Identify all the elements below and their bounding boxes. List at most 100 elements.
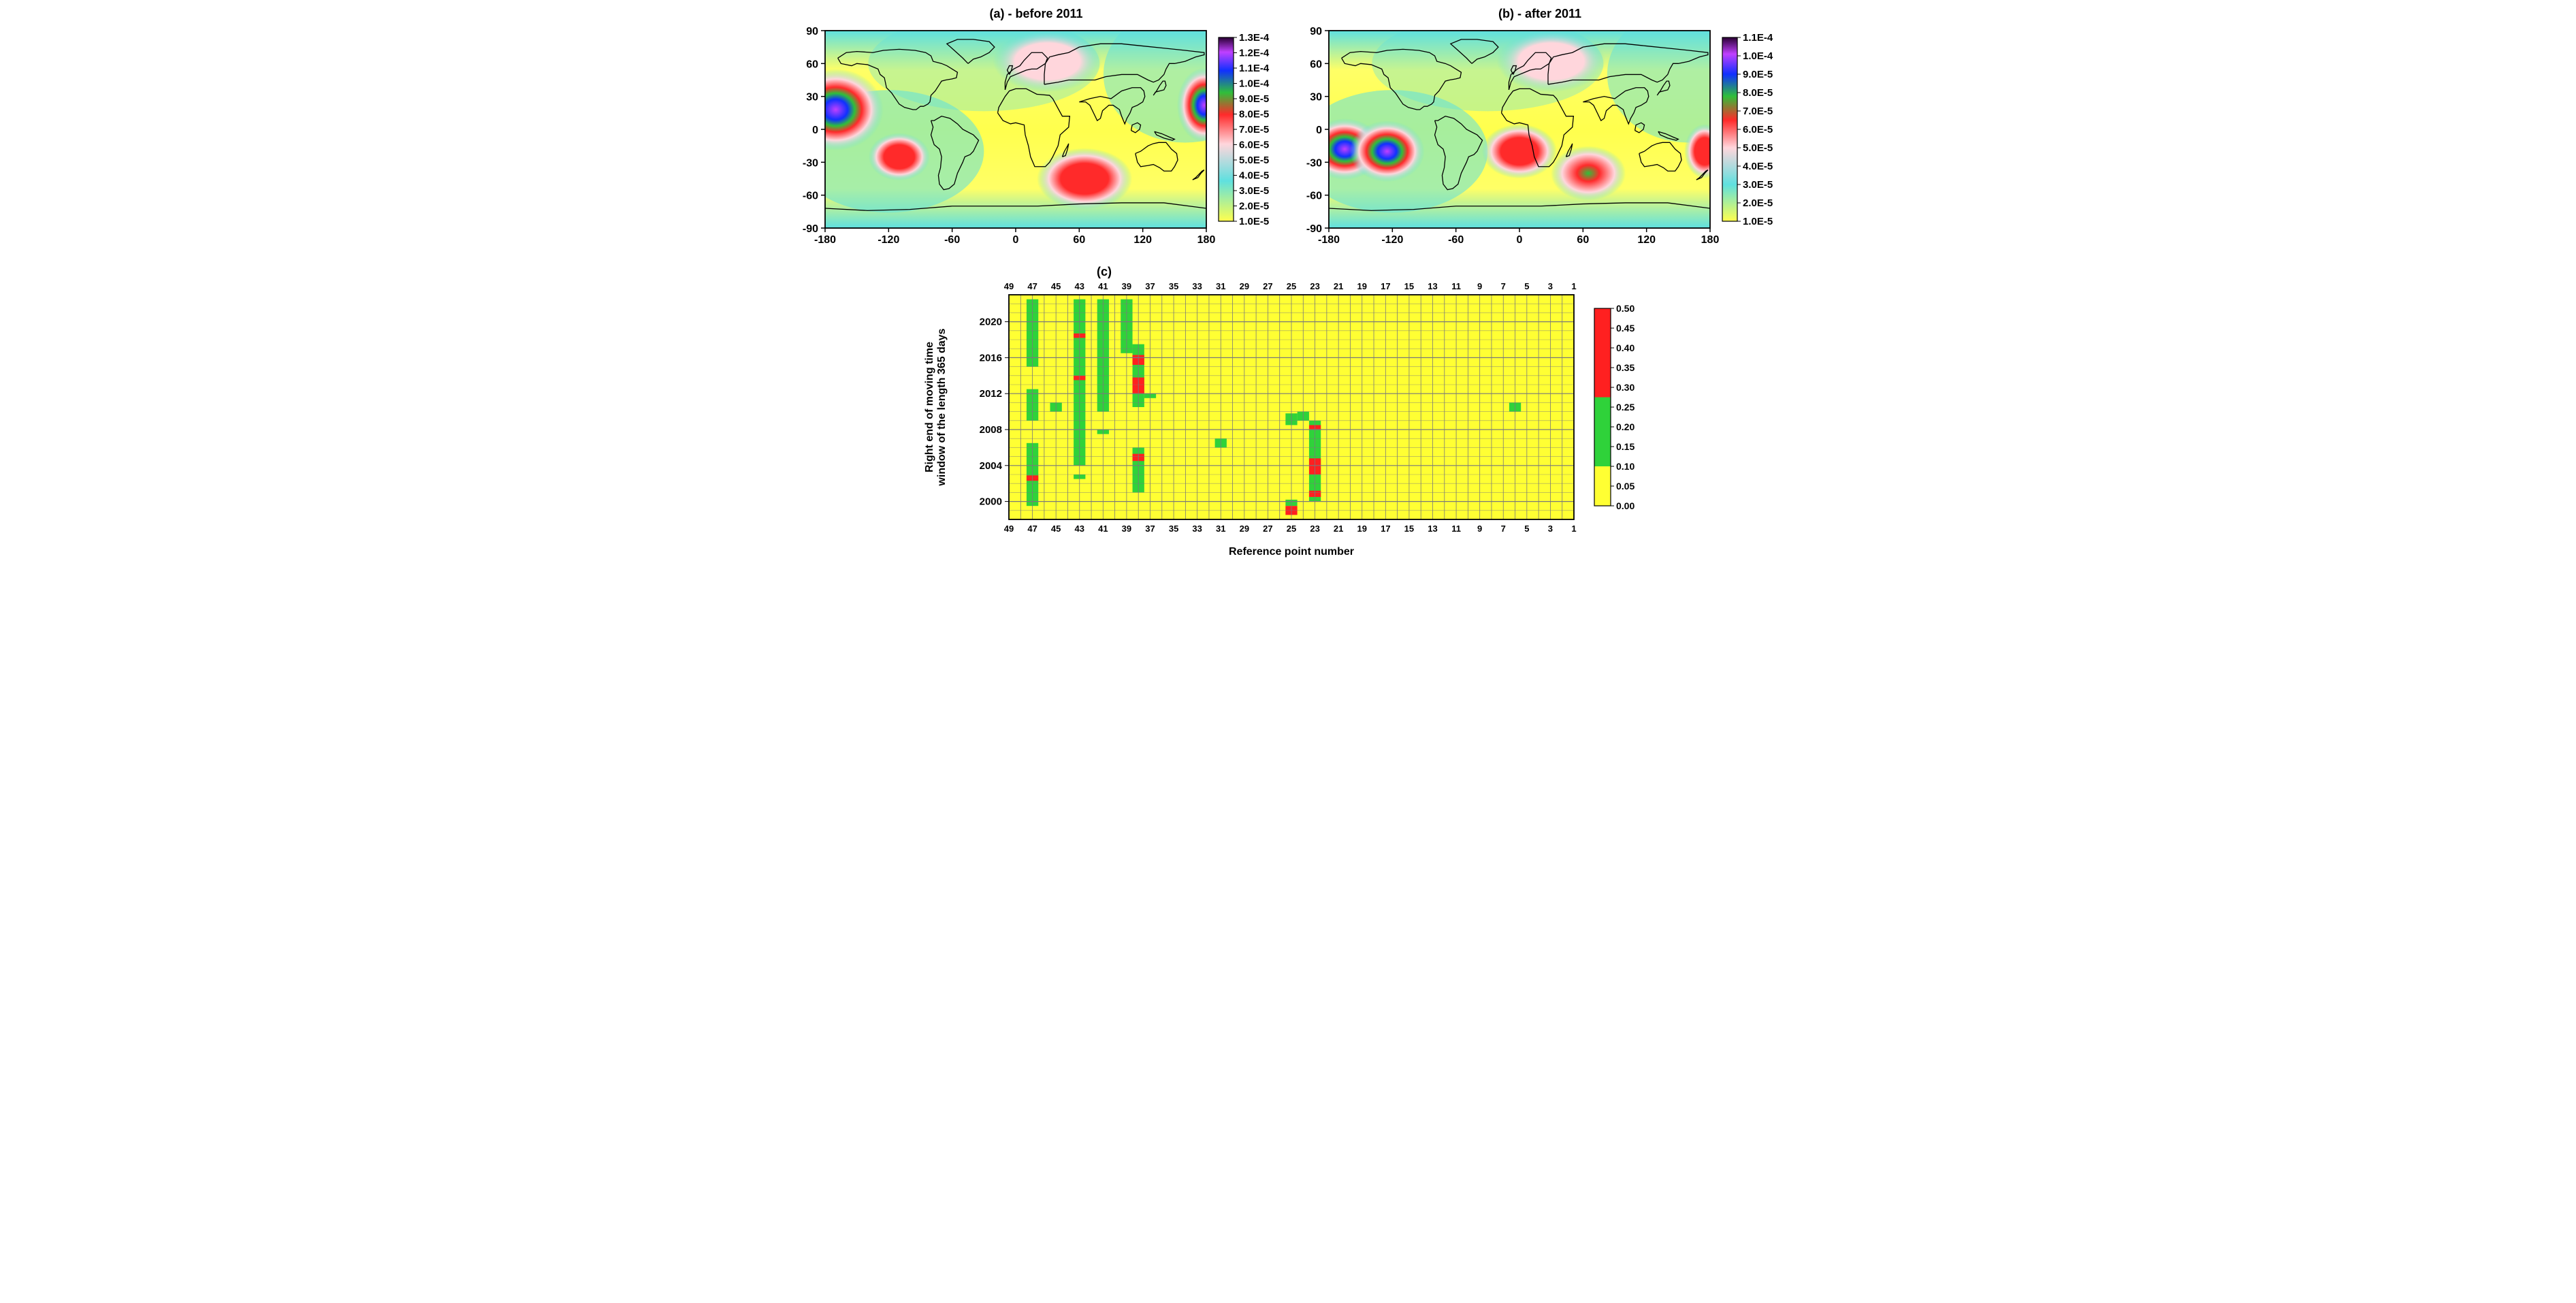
svg-text:-90: -90 <box>803 223 818 235</box>
svg-text:8.0E-5: 8.0E-5 <box>1743 87 1773 99</box>
panel-b-title: (b) - after 2011 <box>1295 7 1785 21</box>
svg-text:-120: -120 <box>878 234 899 246</box>
svg-text:-90: -90 <box>1306 223 1322 235</box>
svg-text:-180: -180 <box>814 234 836 246</box>
svg-text:0: 0 <box>1013 234 1019 246</box>
svg-text:0: 0 <box>812 125 818 136</box>
svg-text:0: 0 <box>1316 125 1322 136</box>
svg-text:21: 21 <box>1334 524 1343 534</box>
panel-b-svg: -180-120-60060120180-90-60-3003060901.1E… <box>1295 24 1785 255</box>
svg-text:0.45: 0.45 <box>1616 323 1635 334</box>
svg-text:49: 49 <box>1004 281 1014 291</box>
svg-text:15: 15 <box>1404 524 1414 534</box>
svg-text:2004: 2004 <box>980 460 1003 472</box>
svg-text:9: 9 <box>1477 281 1482 291</box>
svg-text:25: 25 <box>1287 524 1296 534</box>
svg-text:29: 29 <box>1240 281 1249 291</box>
svg-text:-60: -60 <box>1306 191 1322 202</box>
svg-text:43: 43 <box>1075 524 1084 534</box>
svg-text:0.25: 0.25 <box>1616 402 1635 413</box>
svg-text:5: 5 <box>1524 281 1529 291</box>
svg-text:2012: 2012 <box>980 388 1002 400</box>
svg-text:37: 37 <box>1145 524 1155 534</box>
svg-text:0: 0 <box>1517 234 1523 246</box>
svg-text:47: 47 <box>1027 281 1037 291</box>
svg-text:60: 60 <box>806 59 818 70</box>
svg-text:7.0E-5: 7.0E-5 <box>1743 106 1773 117</box>
svg-text:1.0E-5: 1.0E-5 <box>1239 216 1269 227</box>
svg-text:2008: 2008 <box>980 424 1002 436</box>
svg-text:25: 25 <box>1287 281 1296 291</box>
svg-text:2016: 2016 <box>980 352 1002 364</box>
svg-text:6.0E-5: 6.0E-5 <box>1239 140 1269 151</box>
svg-text:60: 60 <box>1577 234 1589 246</box>
svg-text:19: 19 <box>1357 524 1367 534</box>
svg-text:0.30: 0.30 <box>1616 382 1635 393</box>
svg-text:2.0E-5: 2.0E-5 <box>1743 197 1773 209</box>
svg-text:17: 17 <box>1381 281 1390 291</box>
svg-text:7.0E-5: 7.0E-5 <box>1239 124 1269 135</box>
svg-text:0.50: 0.50 <box>1616 303 1635 314</box>
svg-text:39: 39 <box>1122 281 1131 291</box>
svg-text:29: 29 <box>1240 524 1249 534</box>
svg-text:9.0E-5: 9.0E-5 <box>1239 93 1269 105</box>
svg-text:21: 21 <box>1334 281 1343 291</box>
svg-text:6.0E-5: 6.0E-5 <box>1743 124 1773 135</box>
svg-text:-60: -60 <box>944 234 960 246</box>
top-row: (a) - before 2011 -180-120-60060120180-9… <box>777 7 1799 255</box>
svg-text:47: 47 <box>1027 524 1037 534</box>
svg-text:0.35: 0.35 <box>1616 362 1635 373</box>
svg-text:5.0E-5: 5.0E-5 <box>1239 155 1269 166</box>
svg-text:1.1E-4: 1.1E-4 <box>1743 32 1773 44</box>
svg-text:Right end of moving time: Right end of moving time <box>924 342 935 472</box>
svg-text:1.1E-4: 1.1E-4 <box>1239 63 1270 74</box>
svg-text:0.20: 0.20 <box>1616 421 1635 432</box>
svg-text:2.0E-5: 2.0E-5 <box>1239 201 1269 212</box>
svg-text:3.0E-5: 3.0E-5 <box>1743 179 1773 191</box>
svg-text:15: 15 <box>1404 281 1414 291</box>
svg-text:5.0E-5: 5.0E-5 <box>1743 142 1773 154</box>
svg-text:60: 60 <box>1310 59 1322 70</box>
svg-text:49: 49 <box>1004 524 1014 534</box>
svg-text:(c): (c) <box>1097 265 1112 278</box>
svg-text:4.0E-5: 4.0E-5 <box>1239 170 1269 182</box>
svg-text:1: 1 <box>1571 281 1576 291</box>
svg-text:30: 30 <box>1310 92 1322 103</box>
svg-text:Reference point number: Reference point number <box>1229 546 1354 558</box>
svg-text:17: 17 <box>1381 524 1390 534</box>
svg-text:33: 33 <box>1192 281 1202 291</box>
svg-text:8.0E-5: 8.0E-5 <box>1239 109 1269 120</box>
svg-text:1.0E-4: 1.0E-4 <box>1239 78 1270 90</box>
svg-text:27: 27 <box>1263 281 1272 291</box>
svg-text:120: 120 <box>1133 234 1152 246</box>
svg-text:1.0E-4: 1.0E-4 <box>1743 50 1773 62</box>
svg-text:90: 90 <box>806 26 818 37</box>
svg-text:-60: -60 <box>803 191 818 202</box>
svg-text:90: 90 <box>1310 26 1322 37</box>
svg-text:3.0E-5: 3.0E-5 <box>1239 185 1269 197</box>
svg-text:-60: -60 <box>1448 234 1464 246</box>
svg-text:120: 120 <box>1637 234 1656 246</box>
svg-text:0.10: 0.10 <box>1616 461 1635 472</box>
svg-text:7: 7 <box>1501 524 1506 534</box>
svg-text:31: 31 <box>1216 281 1225 291</box>
svg-text:23: 23 <box>1310 281 1319 291</box>
svg-text:-30: -30 <box>1306 157 1322 169</box>
svg-text:0.15: 0.15 <box>1616 441 1635 452</box>
svg-text:0.05: 0.05 <box>1616 481 1635 492</box>
svg-text:-30: -30 <box>803 157 818 169</box>
panel-c: (c)4947454341393735333129272523211917151… <box>914 261 1662 560</box>
panel-a: (a) - before 2011 -180-120-60060120180-9… <box>791 7 1281 255</box>
svg-text:0.40: 0.40 <box>1616 342 1635 353</box>
svg-text:33: 33 <box>1192 524 1202 534</box>
svg-text:180: 180 <box>1701 234 1720 246</box>
svg-text:5: 5 <box>1524 524 1529 534</box>
svg-text:45: 45 <box>1051 524 1061 534</box>
svg-text:11: 11 <box>1451 524 1461 534</box>
svg-text:0.00: 0.00 <box>1616 500 1635 511</box>
svg-text:-180: -180 <box>1318 234 1340 246</box>
svg-text:35: 35 <box>1169 524 1178 534</box>
panel-c-svg: (c)4947454341393735333129272523211917151… <box>914 261 1662 560</box>
svg-text:2000: 2000 <box>980 496 1002 508</box>
svg-text:1.0E-5: 1.0E-5 <box>1743 216 1773 227</box>
